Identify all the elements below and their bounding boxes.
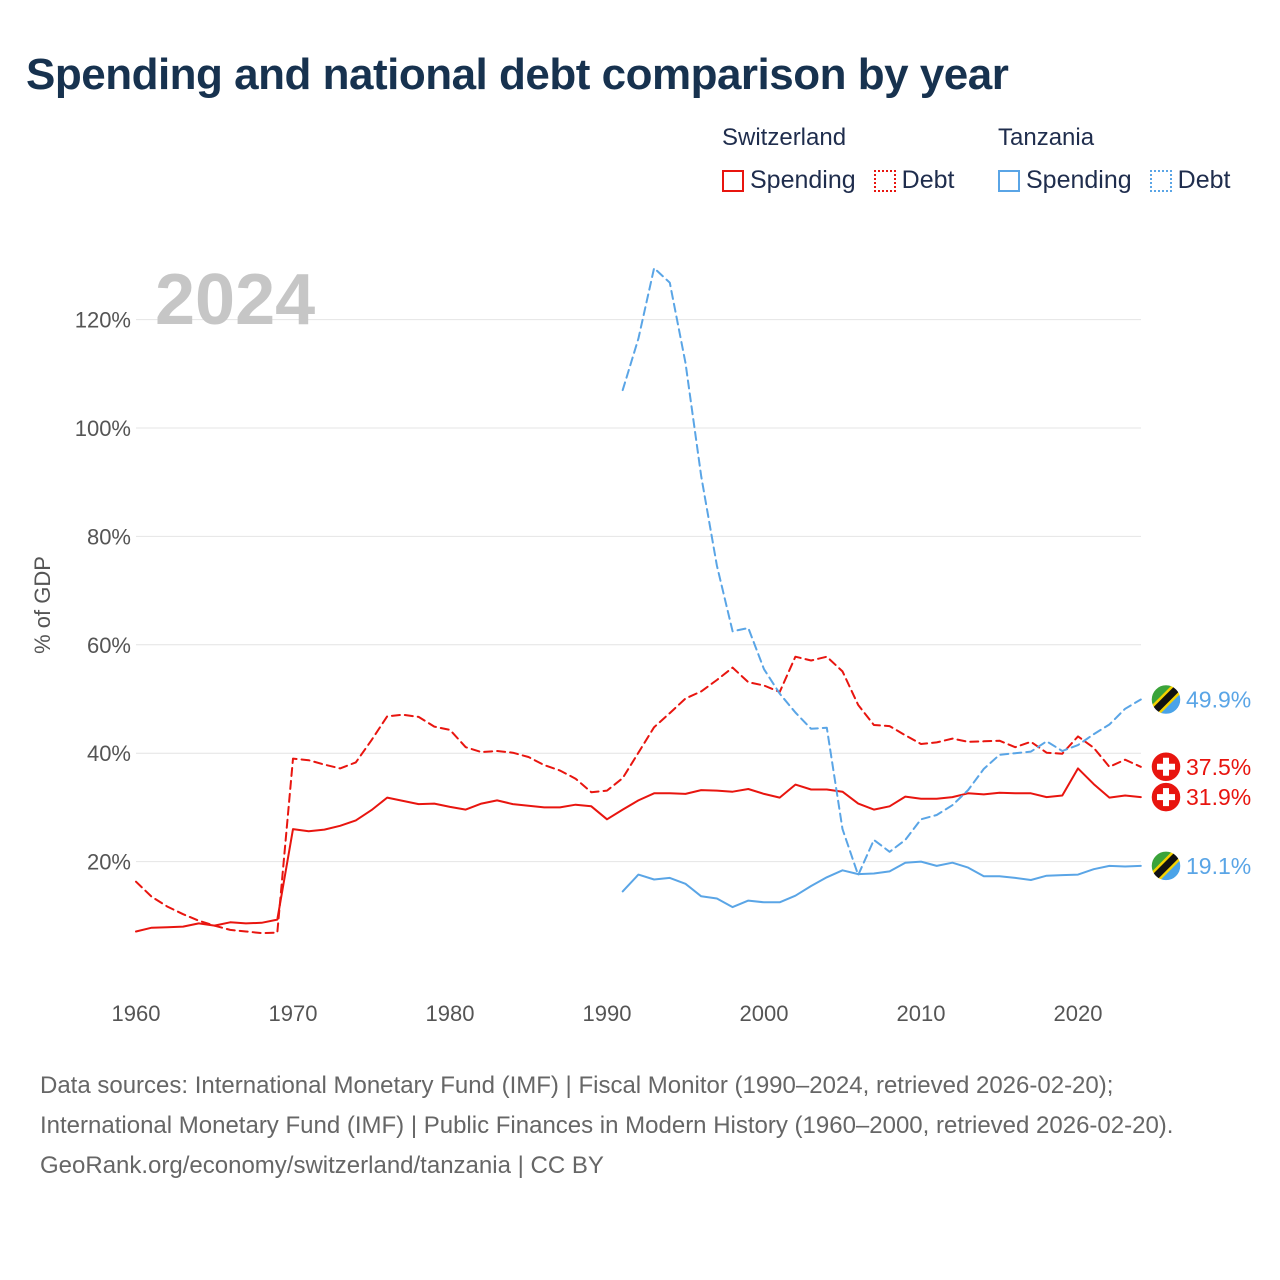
series-lines (135, 267, 1142, 935)
x-tick-label: 1960 (112, 1001, 161, 1026)
legend-group-name: Switzerland (722, 124, 847, 151)
y-tick-label: 60% (87, 633, 131, 658)
legend-label: Debt (901, 166, 955, 194)
x-tick-label: 2020 (1054, 1001, 1103, 1026)
legend-group-tanzania: Tanzania Spending Debt (998, 124, 1230, 195)
chart-title: Spending and national debt comparison by… (26, 50, 1009, 99)
dotted-line-swatch-icon (873, 169, 896, 192)
x-tick-label: 2010 (897, 1001, 946, 1026)
data-sources: Data sources: International Monetary Fun… (40, 1072, 1174, 1139)
series-endpoints: 37.5% 31.9% 49.9% 19.1% (1150, 683, 1251, 882)
legend-label: Spending (750, 166, 856, 194)
y-tick-label: 120% (75, 308, 131, 333)
credit-link[interactable]: GeoRank.org/economy/switzerland/tanzania… (40, 1152, 604, 1179)
x-tick-label: 1970 (269, 1001, 318, 1026)
tanzania-flag-icon (1150, 683, 1182, 716)
legend-switzerland-debt[interactable]: Debt (873, 166, 955, 195)
legend-tanzania-spending[interactable]: Spending (998, 166, 1132, 195)
y-tick-label: 20% (87, 850, 131, 875)
series-line-switzerland-debt[interactable] (135, 655, 1142, 935)
legend-switzerland-spending[interactable]: Spending (722, 166, 856, 195)
end-value-label: 31.9% (1186, 784, 1251, 810)
series-line-switzerland-spending[interactable] (135, 767, 1142, 933)
switzerland-flag-icon (1150, 781, 1182, 813)
legend-label: Debt (1177, 166, 1231, 194)
x-tick-label: 1990 (583, 1001, 632, 1026)
legend-group-name: Tanzania (998, 124, 1095, 151)
tanzania-flag-icon (1150, 850, 1182, 882)
series-line-tanzania-debt[interactable] (621, 267, 1142, 877)
y-tick-label: 80% (87, 524, 131, 549)
end-value-label: 49.9% (1186, 687, 1251, 713)
legend-label: Spending (1026, 166, 1132, 194)
end-value-label: 37.5% (1186, 754, 1251, 780)
end-value-label: 19.1% (1186, 853, 1251, 879)
solid-line-swatch-icon (998, 169, 1020, 192)
x-tick-label: 1980 (426, 1001, 475, 1026)
switzerland-flag-icon (1150, 751, 1182, 783)
gridlines (136, 319, 1141, 863)
legend-group-switzerland: Switzerland Spending Debt (722, 124, 954, 195)
y-tick-label: 40% (87, 741, 131, 766)
legend-tanzania-debt[interactable]: Debt (1149, 166, 1231, 195)
x-tick-label: 2000 (740, 1001, 789, 1026)
footer: Data sources: International Monetary Fun… (40, 1066, 1240, 1186)
solid-line-swatch-icon (722, 169, 744, 192)
dotted-line-swatch-icon (1149, 169, 1172, 192)
series-line-tanzania-spending[interactable] (621, 860, 1142, 909)
x-axis-ticks: 1960 1970 1980 1990 2000 2010 2020 (112, 1001, 1103, 1026)
year-watermark: 2024 (155, 260, 315, 340)
y-axis-ticks: 20% 40% 60% 80% 100% 120% (75, 308, 131, 875)
y-axis-label: % of GDP (30, 556, 55, 654)
line-chart: 2024 20%40%60%80%100%120% 1960 1970 1980 19… (30, 260, 1251, 1026)
y-tick-label: 100% (75, 416, 131, 441)
